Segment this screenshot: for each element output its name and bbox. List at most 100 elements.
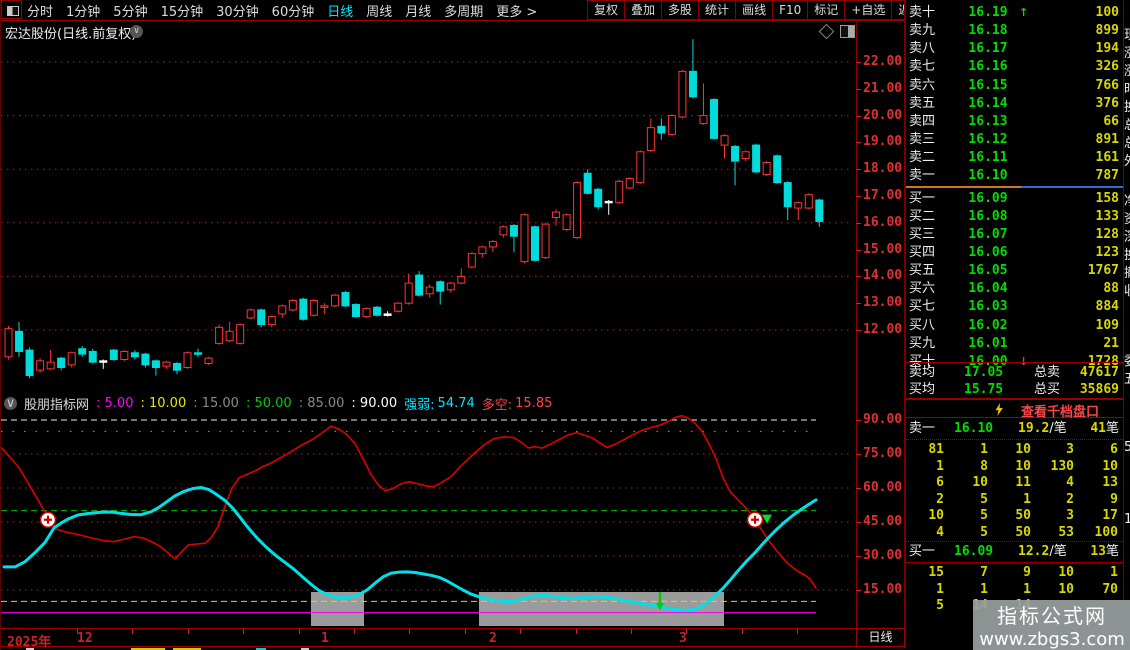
orderbook-row-label: 卖九 — [909, 23, 936, 39]
chevron-down-icon[interactable]: ∨ — [130, 25, 143, 38]
tx-header-sell[interactable]: 卖一 16.10 19.2/笔 41笔 — [906, 421, 1123, 437]
spread-divider-sell — [906, 186, 1021, 188]
orderbook-row-volume: 109 — [1095, 317, 1119, 333]
tool-button-0[interactable]: 复权 — [587, 0, 626, 20]
orderbook-row-buy[interactable]: 买四 16.06 123 — [906, 244, 1123, 262]
indicator-param-1: : 10.00 — [140, 395, 187, 411]
orderbook-row-buy[interactable]: 买七 16.03 884 — [906, 298, 1123, 316]
tool-button-2[interactable]: 多股 — [662, 0, 700, 20]
tool-button-4[interactable]: 画线 — [736, 0, 774, 20]
period-tab-7[interactable]: 周线 — [366, 4, 393, 20]
orderbook-row-buy[interactable]: 买一 16.09 158 — [906, 190, 1123, 208]
orderbook-row-buy[interactable]: 买十 16.00 ↓ 1728 — [906, 353, 1123, 371]
depth-lookup-bar[interactable]: 查看千档盘口 — [906, 399, 1123, 420]
tool-button-3[interactable]: 统计 — [699, 0, 737, 20]
depth-lookup-label: 查看千档盘口 — [1021, 405, 1100, 420]
orderbook-row-buy[interactable]: 买六 16.04 88 — [906, 280, 1123, 298]
period-tab-0[interactable]: 分时 — [27, 4, 54, 20]
date-axis[interactable]: 2025年 12 1 2 3 — [1, 628, 856, 650]
layout-toggle-button[interactable] — [1, 0, 22, 19]
clipped-char-13: 收 — [1124, 280, 1130, 299]
tx-price: 16.10 — [954, 421, 994, 436]
price-axis-tick — [856, 88, 861, 90]
orderbook-row-price: 16.01 — [968, 335, 1008, 351]
price-axis-tick — [856, 169, 861, 171]
orderbook-row-buy[interactable]: 买三 16.07 128 — [906, 226, 1123, 244]
date-tick — [409, 629, 411, 634]
orderbook-row-sell[interactable]: 卖二 16.11 161 — [906, 149, 1123, 167]
indicator-chart[interactable] — [1, 413, 856, 628]
period-tab-6[interactable]: 日线 — [327, 4, 354, 20]
indicator-param-4: : 85.00 — [298, 395, 345, 411]
orderbook-row-volume: 88 — [1103, 281, 1119, 297]
period-tab-4[interactable]: 30分钟 — [216, 4, 259, 20]
orderbook-row-volume: 21 — [1103, 335, 1119, 351]
orderbook-row-label: 买十 — [909, 353, 936, 369]
orderbook-row-label: 卖六 — [909, 77, 936, 93]
orderbook-row-sell[interactable]: 卖八 16.17 194 — [906, 40, 1123, 58]
period-tab-2[interactable]: 5分钟 — [113, 4, 148, 20]
orderbook-row-price: 16.15 — [968, 77, 1008, 93]
tx-avg-per-trade: 12.2/笔 — [1018, 544, 1067, 559]
period-tab-9[interactable]: 多周期 — [444, 4, 484, 20]
period-tab-5[interactable]: 60分钟 — [271, 4, 315, 20]
tool-button-7[interactable]: +自选 — [845, 0, 893, 20]
orderbook-row-sell[interactable]: 卖六 16.15 766 — [906, 77, 1123, 95]
orderbook-row-sell[interactable]: 卖七 16.16 326 — [906, 58, 1123, 76]
tool-button-6[interactable]: 标记 — [808, 0, 846, 20]
orderbook-row-price: 16.04 — [968, 281, 1008, 297]
orderbook-row-sell[interactable]: 卖九 16.18 899 — [906, 22, 1123, 40]
tool-button-5[interactable]: F10 — [773, 0, 809, 20]
date-tick — [132, 629, 134, 634]
orderbook-row-sell[interactable]: 卖四 16.13 66 — [906, 113, 1123, 131]
candlestick-chart[interactable] — [1, 39, 856, 393]
chevron-down-icon[interactable]: ∨ — [4, 395, 17, 411]
orderbook-row-price: 16.12 — [968, 132, 1008, 148]
clipped-char-4: 换 — [1124, 96, 1130, 115]
indicator-axis-tick — [856, 454, 861, 455]
divider — [906, 362, 1123, 363]
tx-label: 卖一 — [909, 421, 936, 436]
orderbook-row-buy[interactable]: 买九 16.01 21 — [906, 335, 1123, 353]
orderbook-row-label: 卖一 — [909, 168, 936, 184]
period-tab-8[interactable]: 月线 — [405, 4, 432, 20]
date-tick — [797, 629, 799, 634]
tx-grid-cell-buy: 1 — [1023, 581, 1031, 597]
down-arrow-icon: ↓ — [1019, 353, 1028, 371]
period-tab-3[interactable]: 15分钟 — [160, 4, 204, 20]
orderbook-row-price: 16.05 — [968, 263, 1008, 279]
orderbook-row-buy[interactable]: 买二 16.08 133 — [906, 208, 1123, 226]
pane-split-icon[interactable] — [840, 25, 855, 38]
price-axis-tick — [856, 196, 861, 197]
tx-header-buy[interactable]: 买一 16.09 12.2/笔 13笔 — [906, 544, 1123, 560]
tx-avg-per-trade: 19.2/笔 — [1018, 421, 1067, 436]
tx-grid-cell-sell: 3 — [1066, 442, 1074, 457]
watermark: 指标公式网 www.zbgs3.com — [973, 600, 1130, 650]
orderbook-row-price: 16.19 — [968, 5, 1008, 20]
tx-grid-cell-sell: 10 — [1102, 458, 1118, 474]
tool-button-1[interactable]: 叠加 — [625, 0, 663, 20]
orderbook-row-sell[interactable]: 卖十 16.19 ↑ 100 — [906, 4, 1123, 22]
duokong-label: 多空: — [481, 397, 513, 413]
orderbook-row-sell[interactable]: 卖五 16.14 376 — [906, 95, 1123, 113]
period-box[interactable]: 日线 — [856, 628, 905, 647]
tx-count-unit: 笔 — [1105, 544, 1119, 559]
indicator-axis-label: 45.00 — [863, 514, 903, 529]
orderbook-row-sell[interactable]: 卖一 16.10 787 — [906, 167, 1123, 185]
average-label: 卖均 — [909, 365, 936, 380]
period-tab-10[interactable]: 更多 > — [496, 4, 538, 20]
date-tick — [575, 629, 577, 634]
tx-grid-cell-sell: 2 — [936, 491, 944, 507]
period-tab-1[interactable]: 1分钟 — [66, 4, 101, 20]
tx-grid-cell-sell: 11 — [1015, 475, 1031, 491]
orderbook-row-buy[interactable]: 买八 16.02 109 — [906, 317, 1123, 335]
tx-grid-cell-sell: 2 — [1066, 491, 1074, 507]
clipped-char-11: 换 — [1124, 244, 1130, 263]
tx-count-unit: 笔 — [1105, 421, 1119, 436]
indicator-param-5: : 90.00 — [351, 395, 398, 411]
price-axis-label: 22.00 — [863, 54, 903, 69]
orderbook-row-buy[interactable]: 买五 16.05 1767 — [906, 262, 1123, 280]
orderbook-row-sell[interactable]: 卖三 16.12 891 — [906, 131, 1123, 149]
dotted-divider — [906, 439, 1123, 440]
orderbook-row-price: 16.06 — [968, 244, 1008, 260]
